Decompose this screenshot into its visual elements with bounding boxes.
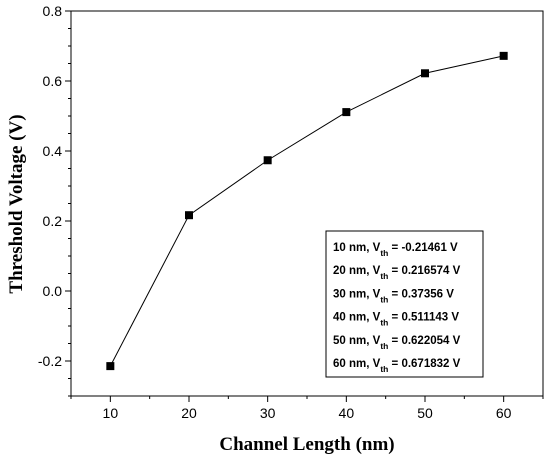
- y-tick-label: 0.4: [43, 143, 63, 159]
- legend-entry: 30 nm, Vth = 0.37356 V: [333, 288, 454, 304]
- series-markers: [106, 51, 508, 371]
- y-tick-label: 0.2: [43, 213, 63, 229]
- x-tick-label: 20: [181, 405, 197, 421]
- x-tick-label: 60: [496, 405, 512, 421]
- legend-box: 10 nm, Vth = -0.21461 V 20 nm, Vth = 0.21…: [325, 230, 484, 378]
- data-point: [342, 108, 351, 117]
- x-tick-label: 40: [339, 405, 355, 421]
- y-tick-label: -0.2: [38, 353, 62, 369]
- y-tick-label: 0.0: [43, 283, 63, 299]
- legend-entry: 10 nm, Vth = -0.21461 V: [333, 242, 458, 258]
- x-tick-label: 50: [417, 405, 433, 421]
- x-axis: 10 20 30 40 50 60: [70, 396, 544, 421]
- y-axis-title: Threshold Voltage (V): [6, 114, 27, 293]
- legend-entry: 50 nm, Vth = 0.622054 V: [333, 335, 461, 351]
- y-tick-label: 0.6: [43, 73, 63, 89]
- data-point: [499, 51, 508, 60]
- legend-entry: 40 nm, Vth = 0.511143 V: [333, 312, 459, 328]
- x-tick-label: 30: [260, 405, 276, 421]
- y-axis: -0.2 0.0 0.2 0.4 0.6 0.8: [38, 3, 71, 397]
- legend-entry: 60 nm, Vth = 0.671832 V: [333, 358, 461, 374]
- y-tick-label: 0.8: [43, 3, 63, 19]
- x-axis-title: Channel Length (nm): [219, 434, 394, 455]
- x-tick-label: 10: [103, 405, 119, 421]
- legend-frame: [325, 230, 484, 378]
- series-line: [109, 55, 504, 367]
- data-point: [263, 156, 272, 165]
- data-point: [421, 69, 429, 78]
- data-point: [185, 211, 193, 220]
- data-point: [106, 362, 115, 371]
- legend-entry: 20 nm, Vth = 0.216574 V: [333, 265, 461, 281]
